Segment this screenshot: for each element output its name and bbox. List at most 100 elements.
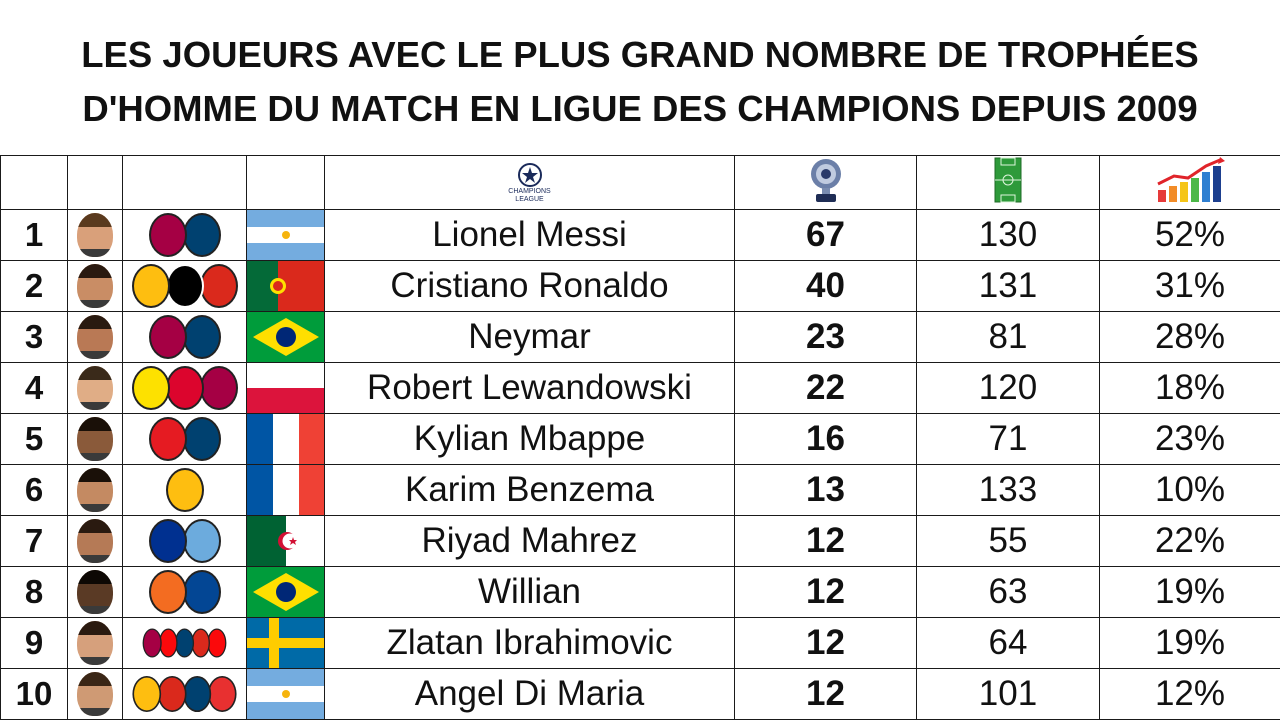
header-photo-cell (67, 155, 123, 210)
club-crest-icon (208, 675, 237, 713)
matches-cell: 131 (916, 260, 1100, 312)
clubs-cell (122, 311, 247, 363)
rank-cell: 2 (0, 260, 68, 312)
motm-awards: 12 (806, 674, 845, 713)
flag-cell (246, 413, 325, 465)
ratio-cell: 12% (1099, 668, 1280, 720)
rank-cell: 7 (0, 515, 68, 567)
photo-cell (67, 413, 123, 465)
player-photo (77, 264, 113, 308)
france-flag-icon (247, 465, 324, 515)
header-rank-cell (0, 155, 68, 210)
rank-cell: 5 (0, 413, 68, 465)
player-name: Lionel Messi (432, 215, 627, 254)
ratio: 12% (1154, 674, 1226, 713)
player-name-cell: Lionel Messi (324, 209, 735, 261)
player-photo (77, 621, 113, 665)
brazil-flag-icon (247, 567, 324, 617)
player-name: Angel Di Maria (414, 674, 645, 713)
rank-cell: 6 (0, 464, 68, 516)
player-name-cell: Zlatan Ibrahimovic (324, 617, 735, 669)
title-line-2: D'HOMME DU MATCH EN LIGUE DES CHAMPIONS … (82, 88, 1198, 129)
table-row: 9 Zlatan Ibrahimovic 12 64 19% (0, 617, 1280, 669)
rank: 3 (24, 318, 44, 355)
portugal-flag-icon (247, 261, 324, 311)
france-flag-icon (247, 414, 324, 464)
matches-cell: 63 (916, 566, 1100, 618)
player-name-cell: Willian (324, 566, 735, 618)
rank: 6 (24, 471, 44, 508)
player-name: Neymar (468, 317, 591, 356)
club-crest-icon (165, 264, 204, 308)
ratio-cell: 31% (1099, 260, 1280, 312)
player-name-cell: Angel Di Maria (324, 668, 735, 720)
header-trophy-cell (734, 155, 917, 210)
clubs-cell (122, 668, 247, 720)
sweden-flag-icon (247, 618, 324, 668)
player-name-cell: Kylian Mbappe (324, 413, 735, 465)
table-row: 6 Karim Benzema 13 133 10% (0, 464, 1280, 516)
ranking-table: CHAMPIONS LEAGUE (0, 155, 1280, 720)
rank-cell: 10 (0, 668, 68, 720)
rank: 8 (24, 573, 44, 610)
photo-cell (67, 515, 123, 567)
matches: 131 (978, 266, 1038, 305)
matches-cell: 101 (916, 668, 1100, 720)
player-name: Kylian Mbappe (413, 419, 646, 458)
matches-cell: 120 (916, 362, 1100, 414)
player-name: Cristiano Ronaldo (390, 266, 669, 305)
ratio-cell: 19% (1099, 566, 1280, 618)
motm-awards: 12 (806, 521, 845, 560)
brazil-flag-icon (247, 312, 324, 362)
ratio: 19% (1154, 623, 1226, 662)
table-row: 4 Robert Lewandowski 22 120 18% (0, 362, 1280, 414)
player-name-cell: Robert Lewandowski (324, 362, 735, 414)
club-crest-icon (148, 519, 187, 563)
motm-awards-cell: 22 (734, 362, 917, 414)
matches-cell: 130 (916, 209, 1100, 261)
motm-awards-cell: 40 (734, 260, 917, 312)
flag-cell (246, 668, 325, 720)
motm-awards: 23 (806, 317, 845, 356)
player-photo (77, 213, 113, 257)
rank: 4 (24, 369, 44, 406)
flag-cell (246, 260, 325, 312)
rank-cell: 8 (0, 566, 68, 618)
table-row: 3 Neymar 23 81 28% (0, 311, 1280, 363)
photo-cell (67, 668, 123, 720)
player-name-cell: Neymar (324, 311, 735, 363)
motm-awards-cell: 16 (734, 413, 917, 465)
ratio-cell: 22% (1099, 515, 1280, 567)
clubs-cell (122, 617, 247, 669)
club-crest-icon (207, 628, 227, 658)
club-crest-icon (182, 519, 221, 563)
ratio-cell: 10% (1099, 464, 1280, 516)
ratio: 19% (1154, 572, 1226, 611)
ratio-cell: 28% (1099, 311, 1280, 363)
ratio: 18% (1154, 368, 1226, 407)
club-crest-icon (158, 628, 178, 658)
table-row: 1 Lionel Messi 67 130 52% (0, 209, 1280, 261)
club-crest-icon (157, 675, 187, 713)
rank: 7 (24, 522, 44, 559)
algeria-flag-icon (247, 516, 324, 566)
matches: 81 (988, 317, 1028, 356)
argentina-flag-icon (247, 210, 324, 260)
clubs-cell (122, 413, 247, 465)
ratio-cell: 23% (1099, 413, 1280, 465)
club-crest-icon (131, 366, 170, 410)
player-name-cell: Riyad Mahrez (324, 515, 735, 567)
clubs-cell (122, 260, 247, 312)
club-crest-icon (199, 366, 238, 410)
motm-awards-cell: 12 (734, 668, 917, 720)
club-crest-icon (182, 213, 221, 257)
rank: 10 (15, 675, 53, 712)
player-name-cell: Cristiano Ronaldo (324, 260, 735, 312)
rank: 1 (24, 216, 44, 253)
header-flag-cell (246, 155, 325, 210)
poland-flag-icon (247, 363, 324, 413)
football-pitch-icon (994, 157, 1022, 203)
flag-cell (246, 464, 325, 516)
photo-cell (67, 209, 123, 261)
